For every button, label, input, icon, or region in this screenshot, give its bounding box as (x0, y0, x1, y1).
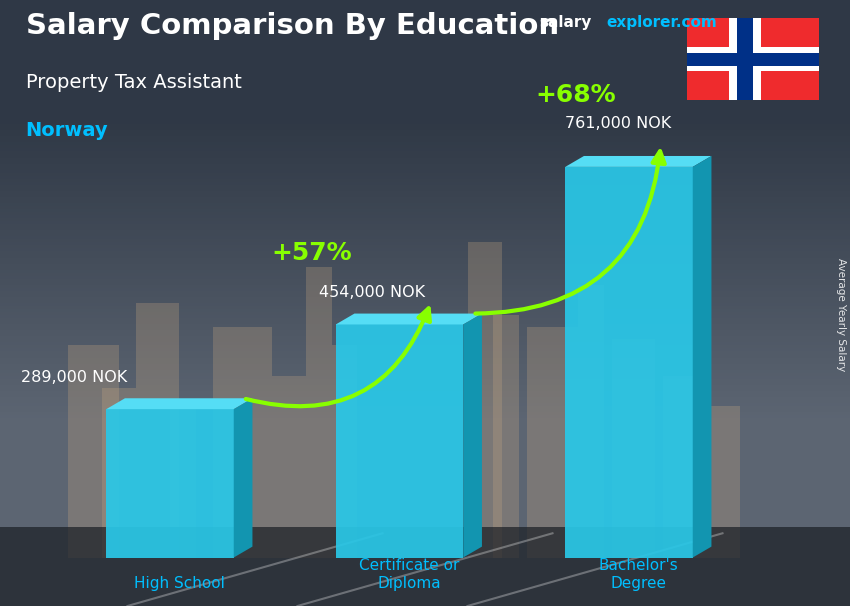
Polygon shape (565, 167, 693, 558)
Text: Average Yearly Salary: Average Yearly Salary (836, 259, 846, 371)
Text: Property Tax Assistant: Property Tax Assistant (26, 73, 241, 92)
Polygon shape (106, 398, 252, 409)
Polygon shape (234, 398, 252, 558)
Text: Certificate or
Diploma: Certificate or Diploma (359, 559, 459, 591)
Text: 289,000 NOK: 289,000 NOK (21, 370, 128, 385)
Polygon shape (336, 313, 482, 324)
Text: Bachelor's
Degree: Bachelor's Degree (598, 559, 678, 591)
Polygon shape (697, 406, 740, 558)
Polygon shape (68, 345, 119, 558)
Polygon shape (102, 388, 136, 558)
Polygon shape (729, 18, 761, 100)
Polygon shape (306, 267, 332, 558)
Polygon shape (687, 53, 819, 65)
Polygon shape (468, 242, 502, 558)
Polygon shape (0, 527, 850, 606)
FancyArrowPatch shape (475, 152, 665, 313)
FancyArrowPatch shape (246, 308, 430, 406)
Polygon shape (493, 315, 518, 558)
Text: High School: High School (134, 576, 224, 591)
Polygon shape (463, 313, 482, 558)
Polygon shape (332, 345, 357, 558)
Polygon shape (737, 18, 752, 100)
Text: 454,000 NOK: 454,000 NOK (319, 285, 425, 300)
Polygon shape (527, 327, 578, 558)
Polygon shape (272, 376, 306, 558)
Polygon shape (170, 406, 196, 558)
Text: salary: salary (540, 15, 592, 30)
Text: 761,000 NOK: 761,000 NOK (565, 116, 672, 130)
Polygon shape (578, 285, 603, 558)
Polygon shape (336, 324, 463, 558)
Polygon shape (663, 376, 697, 558)
Text: +68%: +68% (535, 84, 615, 107)
Text: Norway: Norway (26, 121, 108, 140)
Text: Salary Comparison By Education: Salary Comparison By Education (26, 12, 558, 40)
Polygon shape (687, 47, 819, 72)
Polygon shape (106, 409, 234, 558)
Polygon shape (212, 327, 272, 558)
Polygon shape (136, 303, 178, 558)
Polygon shape (565, 156, 711, 167)
Text: explorer.com: explorer.com (606, 15, 717, 30)
Text: +57%: +57% (271, 241, 352, 265)
Polygon shape (693, 156, 711, 558)
Polygon shape (687, 18, 819, 100)
Polygon shape (612, 339, 654, 558)
